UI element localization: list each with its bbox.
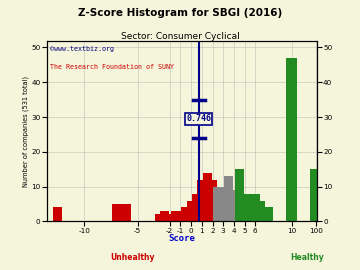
Bar [235, 169, 244, 221]
Bar [256, 201, 265, 221]
Text: Sector: Consumer Cyclical: Sector: Consumer Cyclical [121, 32, 239, 41]
Bar [219, 187, 228, 221]
Bar [213, 187, 222, 221]
Bar [264, 207, 273, 221]
Bar [171, 211, 180, 221]
Y-axis label: Number of companies (531 total): Number of companies (531 total) [22, 75, 28, 187]
Bar [224, 176, 233, 221]
Bar [251, 194, 260, 221]
Bar [246, 194, 255, 221]
Bar [155, 214, 163, 221]
Bar [192, 194, 201, 221]
Bar [240, 194, 249, 221]
Bar [181, 207, 190, 221]
Bar [208, 180, 217, 221]
Bar [310, 169, 323, 221]
Bar [176, 211, 185, 221]
Bar [53, 207, 62, 221]
Bar [122, 204, 131, 221]
Text: ©www.textbiz.org: ©www.textbiz.org [50, 46, 113, 52]
X-axis label: Score: Score [168, 234, 195, 243]
Bar [112, 204, 121, 221]
Bar [229, 190, 238, 221]
Text: 0.746: 0.746 [186, 114, 211, 123]
Bar [197, 180, 206, 221]
Bar [286, 58, 297, 221]
Text: Unhealthy: Unhealthy [110, 253, 154, 262]
Bar [117, 204, 126, 221]
Bar [160, 211, 169, 221]
Text: Z-Score Histogram for SBGI (2016): Z-Score Histogram for SBGI (2016) [78, 8, 282, 18]
Bar [165, 214, 174, 221]
Text: Healthy: Healthy [291, 253, 324, 262]
Text: The Research Foundation of SUNY: The Research Foundation of SUNY [50, 64, 174, 70]
Bar [203, 173, 212, 221]
Bar [187, 201, 195, 221]
